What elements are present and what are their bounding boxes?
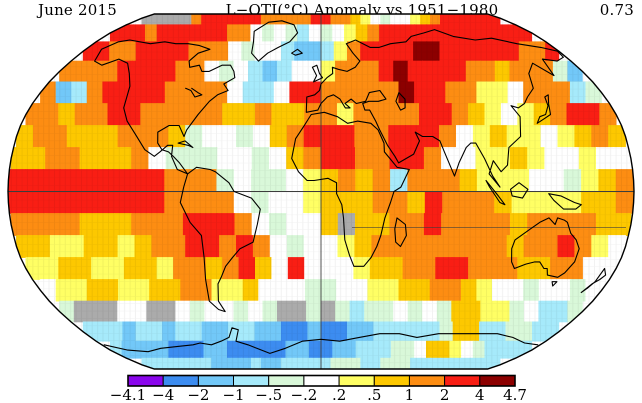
- colorbar-segment: [127, 375, 164, 387]
- colorbar-frame: [127, 374, 516, 387]
- colorbar-segment: [444, 375, 481, 387]
- colorbar-segment: [303, 375, 340, 387]
- coastline-borneo: [509, 182, 529, 199]
- colorbar-tick-label: 1: [405, 386, 415, 403]
- colorbar-segment: [233, 375, 270, 387]
- colorbar-segment: [408, 375, 446, 387]
- colorbar: [127, 374, 516, 387]
- coastline-sumatra: [485, 179, 506, 206]
- coastlines: [94, 20, 607, 354]
- coastline-south-america: [179, 166, 261, 313]
- coastline-new-zealand: [580, 267, 607, 294]
- global-mean-value: 0.73: [599, 1, 634, 19]
- colorbar-segment: [197, 375, 235, 387]
- coastline-cuba: [177, 140, 194, 149]
- colorbar-tick-labels: −4.1 −4 −2 −1 −.5 −.2 .2 .5 1 2 4 4.7: [110, 386, 527, 403]
- colorbar-segment: [268, 375, 305, 387]
- colorbar-segment: [479, 375, 516, 387]
- colorbar-tick-label: −1: [222, 386, 244, 403]
- colorbar-tick-label: −2: [187, 386, 209, 403]
- coastline-iceland: [291, 48, 303, 56]
- colorbar-tick-label: .5: [367, 386, 381, 403]
- coastline-madagascar: [394, 217, 407, 248]
- coastline-tasmania: [551, 281, 558, 287]
- colorbar-segment: [162, 375, 199, 387]
- colorbar-tick-label: .2: [332, 386, 346, 403]
- coastline-japan: [536, 94, 552, 124]
- colorbar-tick-label: −.5: [255, 386, 282, 403]
- colorbar-tick-label: 4.7: [503, 386, 527, 403]
- coastline-new-guinea: [548, 193, 582, 210]
- colorbar-segment: [338, 375, 375, 387]
- period-label: June 2015: [38, 1, 117, 19]
- coastline-great-lakes: [185, 87, 203, 98]
- coastline-australia: [511, 217, 580, 278]
- coastline-caspian-sea: [395, 92, 406, 111]
- colorbar-tick-label: −.2: [290, 386, 317, 403]
- coastline-africa: [291, 111, 410, 267]
- colorbar-segment: [373, 375, 410, 387]
- coastline-greenland: [251, 20, 299, 62]
- map-boundary: [7, 13, 635, 370]
- colorbar-tick-label: −4: [152, 386, 174, 403]
- coastline-eurasia: [305, 29, 564, 188]
- colorbar-tick-label: 4: [475, 386, 485, 403]
- graticule: [8, 14, 634, 369]
- coastline-uk: [311, 64, 324, 83]
- coastline-north-america: [94, 39, 236, 175]
- coastline-antarctica: [103, 327, 539, 354]
- colorbar-tick-label: −4.1: [110, 386, 146, 403]
- colorbar-tick-label: 2: [440, 386, 450, 403]
